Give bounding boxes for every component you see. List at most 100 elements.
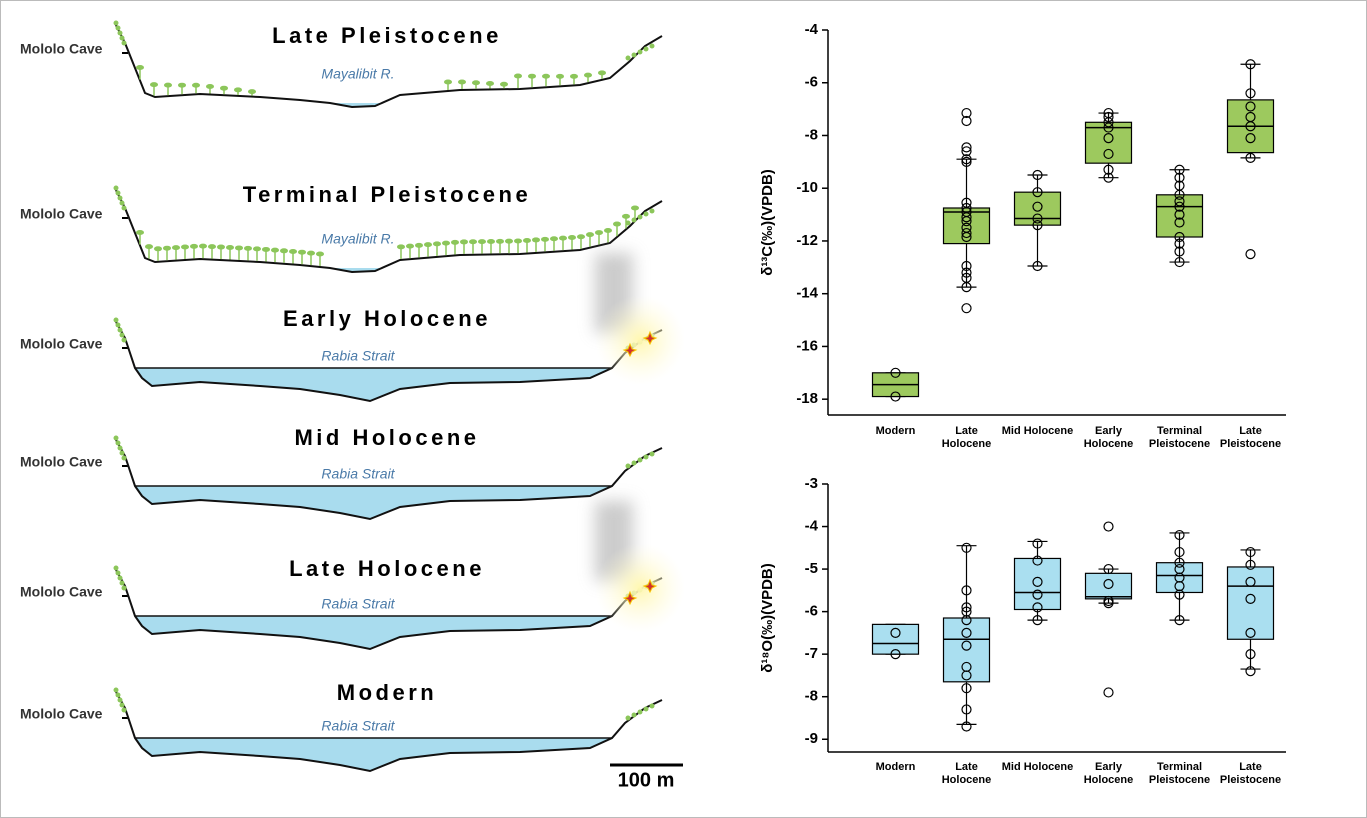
shrub: [118, 576, 123, 581]
y-tick-label: -18: [796, 390, 818, 407]
scale-label: 100 m: [618, 769, 675, 791]
shrub: [114, 436, 119, 441]
tree: [577, 234, 585, 239]
tree: [154, 246, 162, 251]
shrub: [120, 333, 125, 338]
shrub: [114, 688, 119, 693]
tree: [280, 248, 288, 253]
y-tick-label: -3: [805, 475, 818, 492]
shrub: [122, 206, 127, 211]
panel-title: Late Holocene: [289, 556, 485, 581]
y-tick-label: -7: [805, 645, 818, 662]
tree: [568, 235, 576, 240]
tree: [206, 84, 214, 89]
y-axis-label: δ¹³C(‰)(VPDB): [759, 169, 776, 276]
tree: [136, 65, 144, 70]
water-label: Rabia Strait: [321, 348, 395, 364]
shrub: [116, 323, 121, 328]
tree: [595, 230, 603, 235]
tree: [442, 241, 450, 246]
shrub: [632, 218, 637, 223]
tree: [472, 80, 480, 85]
shrub: [120, 201, 125, 206]
tree: [145, 244, 153, 249]
site-label: Mololo Cave: [20, 584, 103, 600]
tree: [487, 239, 495, 244]
shrub: [116, 693, 121, 698]
x-tick-label: Modern: [860, 761, 932, 774]
y-axis-label: δ¹⁸O(‰)(VPDB): [759, 563, 776, 673]
y-tick-label: -16: [796, 337, 818, 354]
tree: [433, 241, 441, 246]
shrub: [116, 26, 121, 31]
tree: [523, 238, 531, 243]
shrub: [644, 707, 649, 712]
tree: [622, 214, 630, 219]
tree: [550, 236, 558, 241]
tree: [532, 237, 540, 242]
tree: [226, 245, 234, 250]
shrub: [120, 581, 125, 586]
tree: [424, 242, 432, 247]
panel-title: Late Pleistocene: [272, 23, 502, 48]
shrub: [626, 221, 631, 226]
shrub: [122, 41, 127, 46]
x-tick-label: Late Pleistocene: [1215, 761, 1287, 791]
y-tick-label: -12: [796, 232, 818, 249]
tree: [163, 246, 171, 251]
tree: [584, 73, 592, 78]
shrub: [118, 698, 123, 703]
shrub: [122, 586, 127, 591]
site-label: Mololo Cave: [20, 206, 103, 222]
x-tick-label: Modern: [860, 425, 932, 438]
tree: [478, 239, 486, 244]
tree: [406, 244, 414, 249]
tree: [150, 82, 158, 87]
tree: [253, 246, 261, 251]
tree: [199, 244, 207, 249]
y-tick-label: -9: [805, 730, 818, 747]
x-tick-label: Late Pleistocene: [1215, 425, 1287, 455]
tree: [262, 247, 270, 252]
tree: [514, 239, 522, 244]
shrub: [118, 446, 123, 451]
y-tick-label: -4: [805, 518, 819, 535]
tree: [289, 249, 297, 254]
x-tick-label: Terminal Pleistocene: [1144, 761, 1216, 787]
shrub: [120, 451, 125, 456]
x-tick-label: Late Holocene: [931, 425, 1003, 455]
panel-title: Terminal Pleistocene: [243, 182, 531, 207]
water-label: Rabia Strait: [321, 596, 395, 612]
tree: [307, 251, 315, 256]
tree: [598, 70, 606, 75]
x-tick-label: Late Holocene: [931, 425, 1003, 451]
shrub: [122, 338, 127, 343]
tree: [604, 228, 612, 233]
tree: [505, 239, 513, 244]
tree: [244, 246, 252, 251]
tree: [235, 245, 243, 250]
frame: [1, 1, 1367, 818]
shrub: [120, 36, 125, 41]
shrub: [114, 186, 119, 191]
y-tick-label: -6: [805, 74, 818, 91]
x-tick-label: Terminal Pleistocene: [1144, 425, 1216, 455]
tree: [208, 244, 216, 249]
tree: [542, 74, 550, 79]
y-tick-label: -8: [805, 126, 818, 143]
shrub: [116, 441, 121, 446]
tree: [528, 74, 536, 79]
tree: [415, 243, 423, 248]
box: [1086, 573, 1132, 599]
panel-title: Mid Holocene: [294, 425, 479, 450]
tree: [136, 230, 144, 235]
tree: [559, 236, 567, 241]
shrub: [122, 456, 127, 461]
shrub: [638, 50, 643, 55]
x-tick-label: Early Holocene: [1073, 425, 1145, 455]
tree: [613, 222, 621, 227]
tree: [234, 87, 242, 92]
water-label: Mayalibit R.: [321, 66, 394, 82]
shrub: [632, 713, 637, 718]
tree: [172, 245, 180, 250]
